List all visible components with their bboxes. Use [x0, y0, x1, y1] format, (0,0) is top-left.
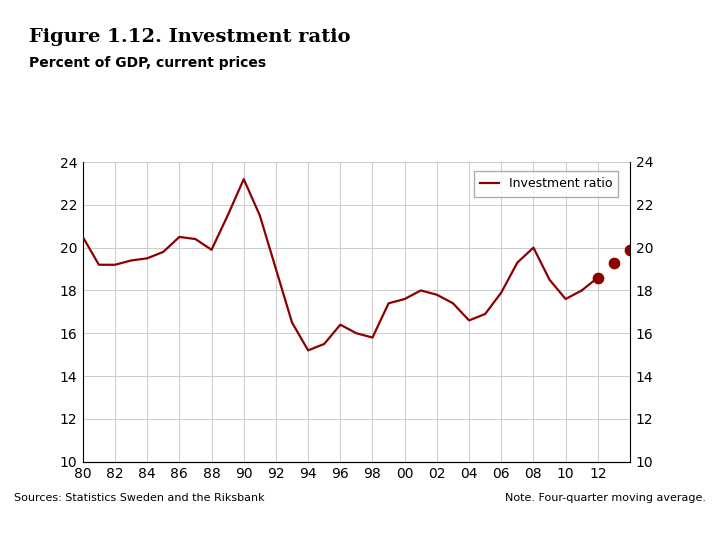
Text: Figure 1.12. Investment ratio: Figure 1.12. Investment ratio [29, 28, 351, 46]
Point [624, 246, 636, 254]
Text: SVERIGES
RIKSBANK: SVERIGES RIKSBANK [641, 59, 680, 72]
Point [592, 273, 603, 282]
Text: Sources: Statistics Sweden and the Riksbank: Sources: Statistics Sweden and the Riksb… [14, 493, 265, 503]
Text: Note. Four-quarter moving average.: Note. Four-quarter moving average. [505, 493, 706, 503]
Text: Percent of GDP, current prices: Percent of GDP, current prices [29, 56, 266, 70]
Legend: Investment ratio: Investment ratio [474, 171, 618, 197]
Point [608, 258, 620, 267]
